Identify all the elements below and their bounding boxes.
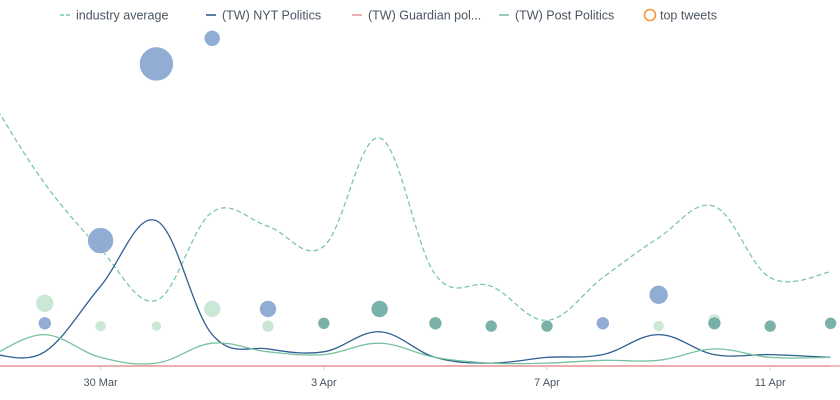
legend-item-5[interactable]: top tweets: [643, 8, 717, 23]
tweet-bubble-14[interactable]: [428, 316, 443, 331]
tweet-bubble-15[interactable]: [484, 319, 498, 333]
tweet-bubble-10[interactable]: [261, 319, 275, 333]
tweet-bubble-4[interactable]: [94, 320, 107, 332]
bubble-layer: [35, 29, 837, 333]
x-tick-label-2: 3 Apr: [311, 377, 337, 389]
legend-item-3[interactable]: (TW) Guardian pol...: [352, 9, 481, 23]
tweet-bubble-3[interactable]: [37, 316, 52, 331]
industry-average-line: [0, 112, 831, 322]
x-tick-label-3: 7 Apr: [534, 377, 560, 389]
tweet-bubble-5[interactable]: [87, 227, 114, 254]
tweet-bubble-17[interactable]: [595, 316, 610, 331]
tweet-bubble-12[interactable]: [317, 316, 331, 330]
legend-marker-circle: [643, 8, 657, 22]
legend-item-4[interactable]: (TW) Post Politics: [499, 9, 614, 23]
tweet-bubble-9[interactable]: [203, 29, 221, 47]
nyt-politics-line: [0, 219, 831, 364]
tweet-bubble-7[interactable]: [139, 46, 174, 82]
x-tick-label-4: 11 Apr: [755, 377, 786, 389]
tweet-bubble-16[interactable]: [540, 319, 554, 333]
tweet-bubble-13[interactable]: [370, 300, 389, 318]
legend-label: (TW) Guardian pol...: [368, 9, 481, 23]
tweet-bubble-21[interactable]: [707, 316, 722, 331]
post-politics-line: [0, 333, 831, 365]
tweet-bubble-19[interactable]: [648, 284, 669, 305]
tweet-bubble-22[interactable]: [763, 319, 777, 333]
legend-item-1[interactable]: industry average: [60, 9, 168, 23]
tweet-bubble-18[interactable]: [652, 320, 665, 332]
legend-label: industry average: [76, 9, 168, 23]
legend-label: top tweets: [660, 9, 717, 23]
tweet-bubble-23[interactable]: [824, 316, 837, 330]
legend-item-2[interactable]: (TW) NYT Politics: [206, 9, 321, 23]
tweet-bubble-6[interactable]: [151, 320, 162, 332]
tweet-bubble-8[interactable]: [203, 300, 221, 318]
series-layer: [0, 112, 831, 367]
tweet-bubble-11[interactable]: [259, 300, 277, 318]
tweet-bubble-2[interactable]: [35, 293, 55, 313]
x-tick-label-1: 30 Mar: [83, 377, 118, 389]
legend-label: (TW) Post Politics: [515, 9, 614, 23]
legend: industry average (TW) NYT Politics (TW) Gu…: [60, 9, 717, 23]
x-axis: 30 Mar 3 Apr 7 Apr 11 Apr: [0, 365, 840, 389]
legend-label: (TW) NYT Politics: [222, 9, 321, 23]
